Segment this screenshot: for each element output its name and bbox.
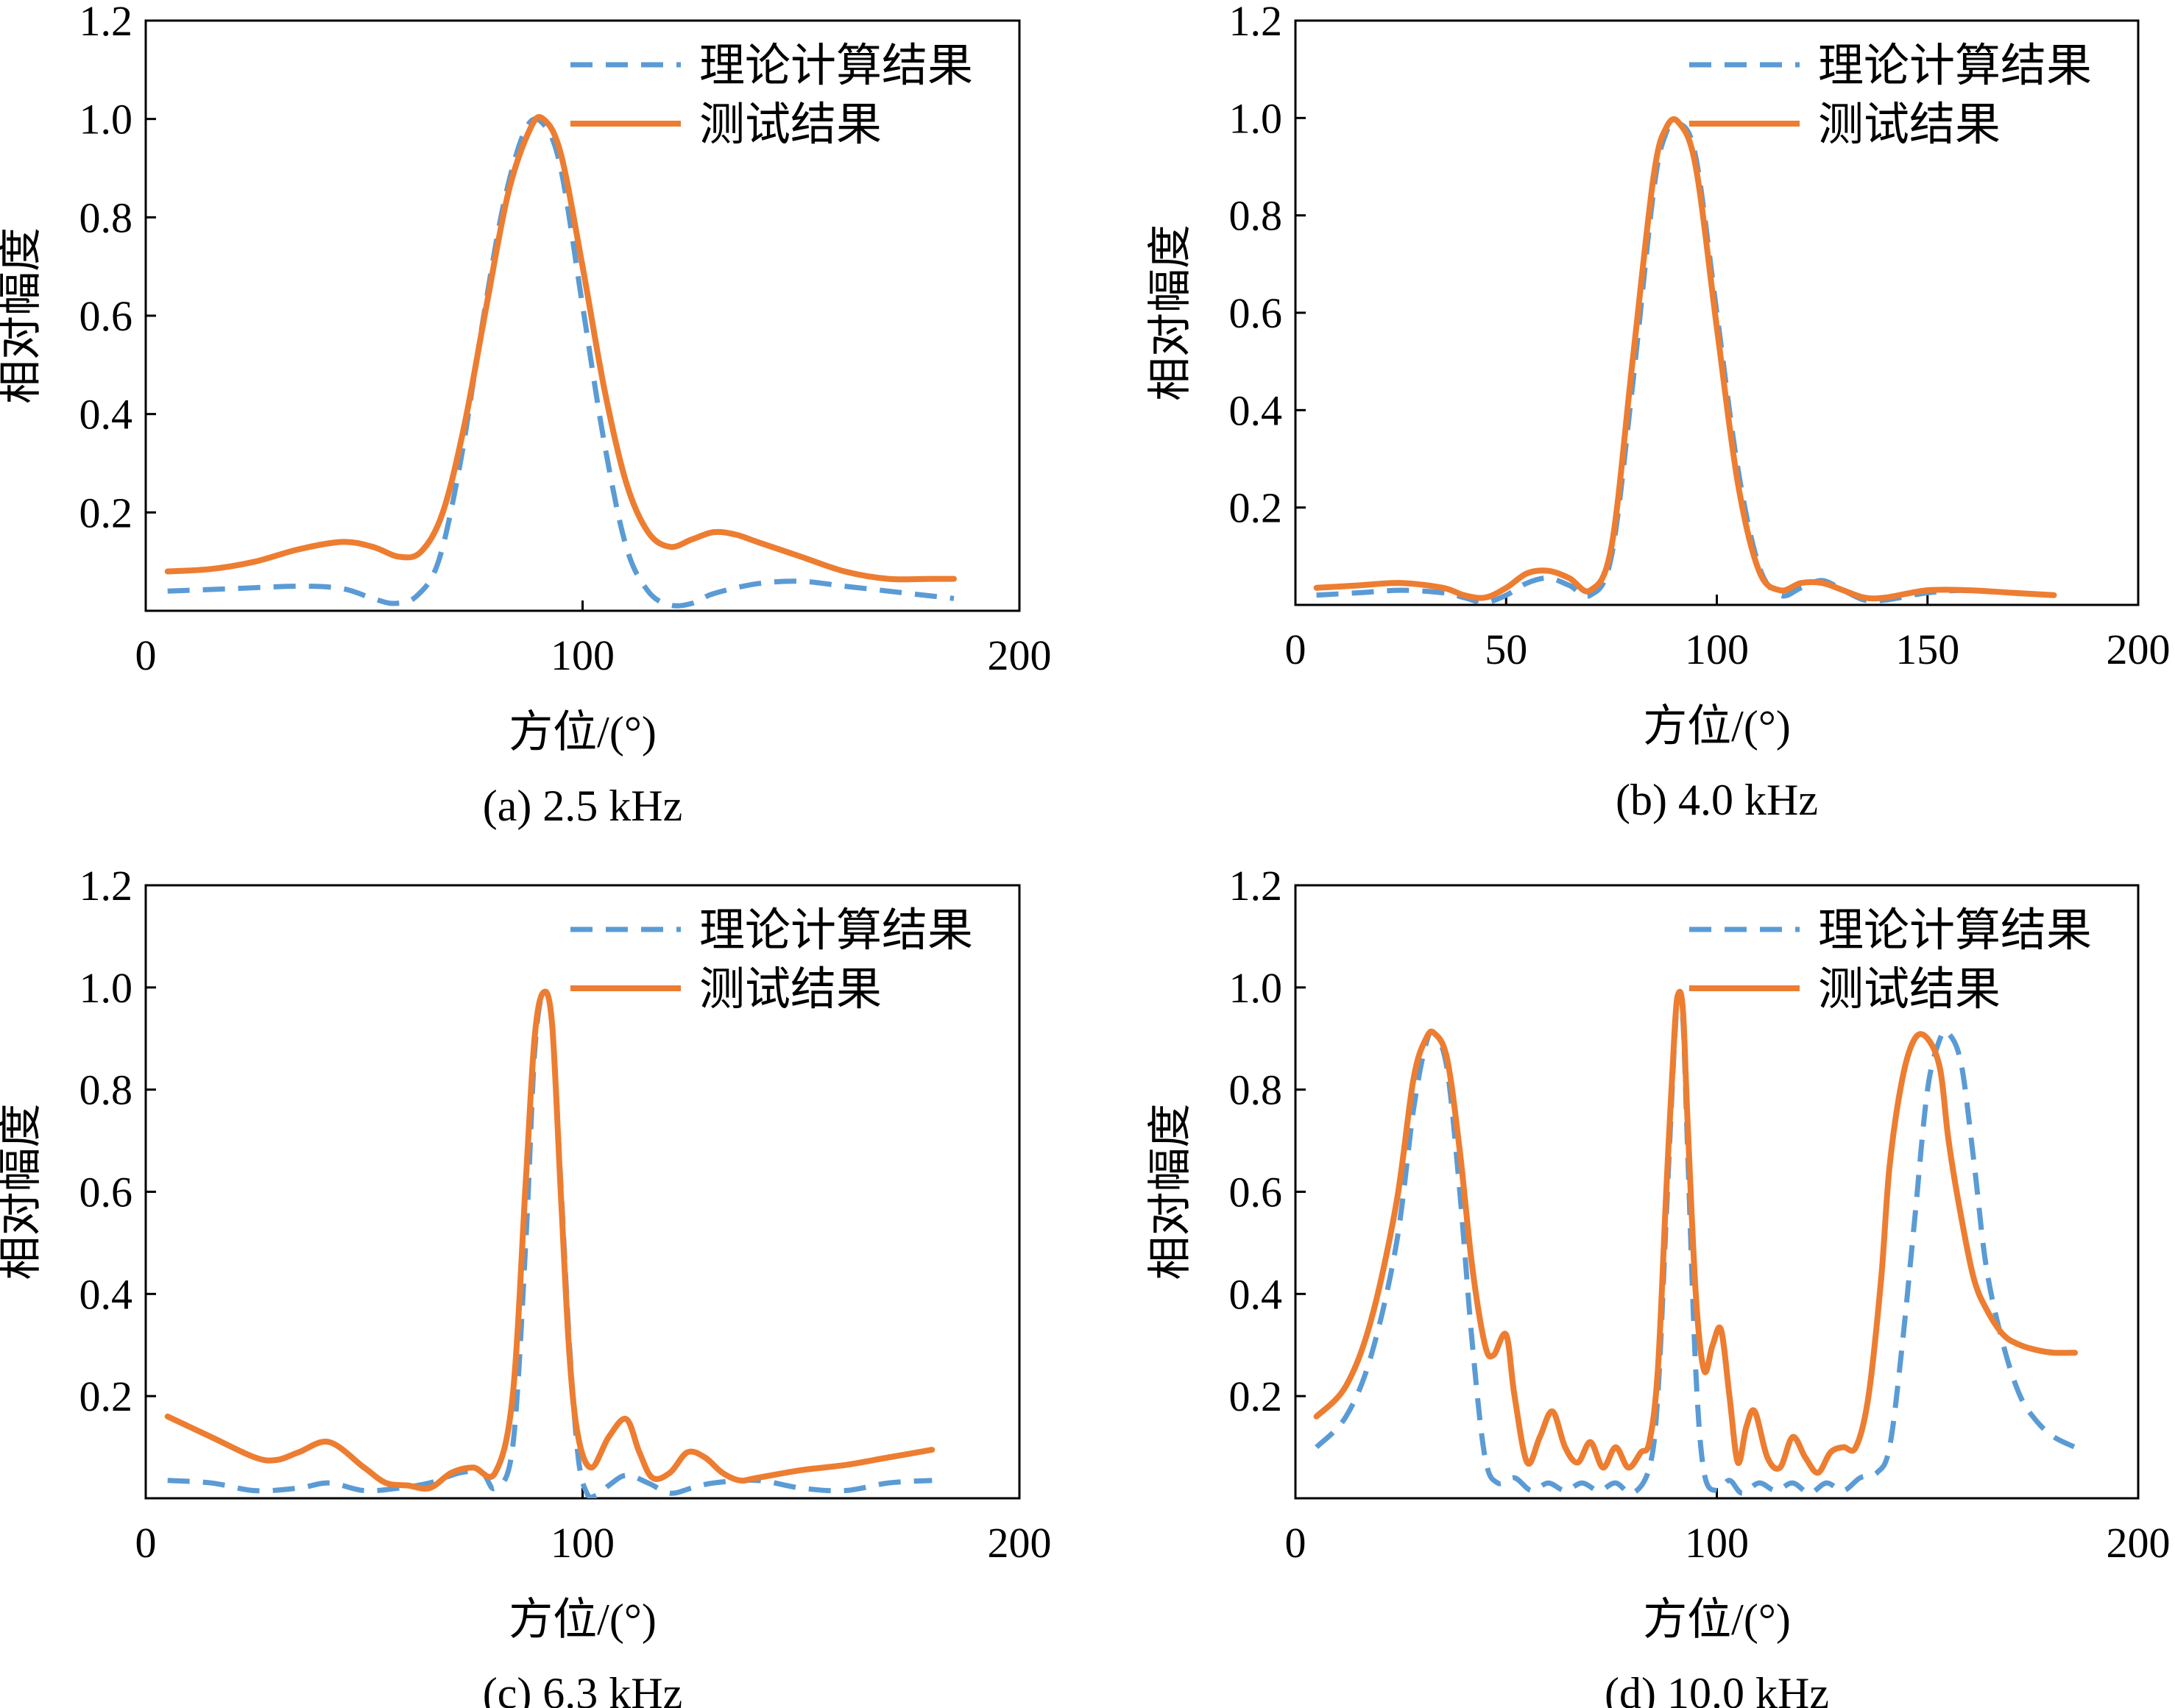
chart-panel-3: 0.2 0.4 0.6 0.8 1.0 1.2 0 100 200 方位/(°) 相对幅度 (c) 6…: [0, 862, 1052, 1708]
legend-label-theory: 理论计算结果: [1818, 41, 2092, 91]
y-tick-label: 0.6: [79, 292, 133, 340]
y-tick-label: 0.6: [1229, 1169, 1283, 1216]
chart-caption: (b) 4.0 kHz: [1616, 776, 1818, 824]
y-tick-label: 0.8: [79, 1066, 133, 1114]
x-tick-label: 100: [551, 631, 615, 679]
y-axis-label: 相对幅度: [1146, 1104, 1195, 1280]
x-tick-label: 200: [988, 631, 1052, 679]
x-tick-label: 0: [1285, 626, 1306, 673]
series-line-theory: [1316, 118, 2054, 605]
series-line-measured: [1313, 988, 2079, 1476]
legend-label-measured: 测试结果: [699, 965, 882, 1015]
series-line-theory: [167, 988, 933, 1498]
x-tick-label: 50: [1485, 626, 1527, 673]
x-tick-label: 0: [135, 1519, 157, 1567]
y-tick-label: 1.2: [1229, 862, 1283, 910]
y-tick-label: 0.8: [1229, 1066, 1283, 1114]
y-tick-label: 0.8: [1229, 192, 1283, 240]
series-line-theory: [167, 116, 955, 609]
legend-label-measured: 测试结果: [1818, 965, 2001, 1015]
x-tick-label: 100: [1685, 1519, 1749, 1567]
plot-frame: [144, 884, 1021, 1500]
x-tick-label: 150: [1895, 626, 1959, 673]
y-tick-label: 0.8: [79, 194, 133, 241]
x-tick-label: 0: [135, 631, 157, 679]
y-axis-label: 相对幅度: [0, 227, 45, 404]
legend-label-measured: 测试结果: [1818, 100, 2001, 150]
legend-label-theory: 理论计算结果: [699, 41, 973, 91]
chart-caption: (c) 6.3 kHz: [483, 1669, 683, 1708]
y-tick-label: 1.0: [1229, 94, 1283, 142]
x-axis-label: 方位/(°): [509, 1595, 657, 1644]
legend-label-theory: 理论计算结果: [1818, 906, 2092, 956]
chart-panel-4: 0.2 0.4 0.6 0.8 1.0 1.2 0 100 200 方位/(°) 相对幅度 (d) 1…: [1146, 862, 2171, 1708]
legend-label-measured: 测试结果: [699, 100, 882, 150]
chart-caption: (a) 2.5 kHz: [483, 782, 683, 830]
y-tick-label: 0.2: [1229, 1372, 1283, 1420]
y-tick-label: 1.2: [79, 0, 133, 45]
x-axis-label: 方位/(°): [1643, 1595, 1791, 1644]
y-tick-label: 1.2: [1229, 0, 1283, 45]
chart-caption: (d) 10.0 kHz: [1605, 1669, 1829, 1708]
chart-panel-1: 0.2 0.4 0.6 0.8 1.0 1.2 0 100 200 方位/(°) 相对幅度 (a) 2…: [0, 0, 1052, 830]
x-tick-label: 200: [2107, 626, 2171, 673]
x-tick-label: 100: [551, 1519, 615, 1567]
y-tick-label: 0.4: [1229, 386, 1283, 434]
y-axis-label: 相对幅度: [1146, 224, 1195, 401]
y-axis-label: 相对幅度: [0, 1104, 45, 1280]
series-line-measured: [164, 988, 936, 1492]
x-axis-label: 方位/(°): [509, 708, 657, 756]
y-tick-label: 1.0: [1229, 964, 1283, 1012]
x-tick-label: 200: [988, 1519, 1052, 1567]
y-tick-label: 0.6: [79, 1169, 133, 1216]
y-tick-label: 0.2: [1229, 484, 1283, 532]
y-tick-label: 0.2: [79, 1372, 133, 1420]
y-tick-label: 0.4: [79, 391, 133, 439]
plot-frame: [1294, 884, 2140, 1500]
x-tick-label: 100: [1685, 626, 1749, 673]
legend-label-theory: 理论计算结果: [699, 906, 973, 956]
y-tick-label: 0.2: [79, 489, 133, 536]
y-tick-label: 0.4: [1229, 1270, 1283, 1318]
x-tick-label: 200: [2107, 1519, 2171, 1567]
y-tick-label: 1.0: [79, 964, 133, 1012]
y-tick-label: 0.6: [1229, 289, 1283, 337]
series-line-measured: [164, 114, 957, 583]
y-tick-label: 1.0: [79, 96, 133, 143]
series-line-measured: [1313, 116, 2057, 602]
y-tick-label: 1.2: [79, 862, 133, 910]
chart-panel-2: 0.2 0.4 0.6 0.8 1.0 1.2 0 50 100 150 200 方位/(°) 相对幅度…: [1146, 0, 2171, 824]
y-tick-label: 0.4: [79, 1270, 133, 1318]
x-axis-label: 方位/(°): [1643, 702, 1791, 751]
x-tick-label: 0: [1285, 1519, 1306, 1567]
